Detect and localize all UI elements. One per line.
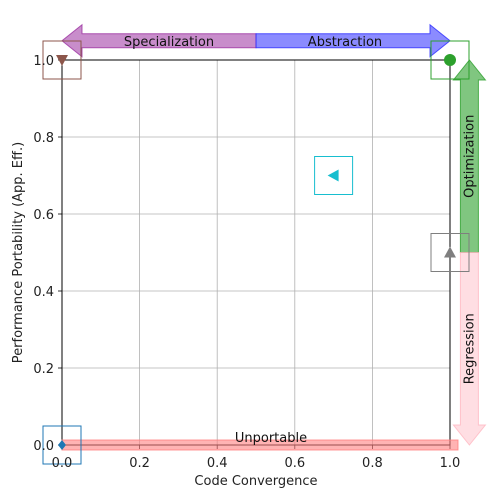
x-tick-label: 0.0 <box>52 456 73 471</box>
data-point-triangle-up <box>444 246 456 258</box>
x-tick-label: 0.6 <box>284 456 305 471</box>
arrow-optimization-shape <box>452 59 487 253</box>
arrow-unportable-label: Unportable <box>235 431 307 446</box>
x-tick-label: 0.4 <box>207 456 228 471</box>
plot-border <box>61 59 451 446</box>
arrow-optimization: Optimization <box>452 59 487 253</box>
data-point-triangle-down <box>56 55 68 66</box>
x-axis-label: Code Convergence <box>194 474 317 489</box>
arrow-regression-label: Regression <box>462 313 477 384</box>
arrow-abstraction-label: Abstraction <box>308 35 382 50</box>
x-tick-label: 0.2 <box>129 456 150 471</box>
y-axis-label: Performance Portability (App. Eff.) <box>11 142 26 363</box>
highlight-box <box>42 425 82 465</box>
arrow-regression-shape <box>452 252 487 446</box>
y-tick-label: 0.0 <box>33 439 54 454</box>
arrow-specialization-shape <box>61 23 257 58</box>
highlight-box-layer <box>42 40 470 465</box>
annotation-layer: Specialization Abstraction Optimization Reg… <box>61 23 487 451</box>
x-tick-label: 0.8 <box>362 456 383 471</box>
arrow-abstraction-shape <box>255 23 451 58</box>
y-tick-label: 0.8 <box>33 131 54 146</box>
y-tick-label: 0.4 <box>33 285 54 300</box>
arrow-optimization-label: Optimization <box>462 115 477 198</box>
arrow-abstraction: Abstraction <box>255 23 451 58</box>
data-point-layer <box>56 54 456 450</box>
y-tick-label: 1.0 <box>33 54 54 69</box>
highlight-box <box>430 233 470 272</box>
grid-layer <box>61 59 451 446</box>
highlight-box <box>430 40 470 80</box>
data-point-circle <box>444 54 456 66</box>
arrow-specialization-label: Specialization <box>124 35 214 50</box>
highlight-box <box>42 40 82 80</box>
axes-frame <box>58 59 451 449</box>
arrow-specialization: Specialization <box>61 23 257 58</box>
arrow-unportable: Unportable <box>61 431 459 451</box>
data-point-triangle-left <box>327 169 339 182</box>
tick-label-layer: 0.0 0.2 0.4 0.6 0.8 1.0 0.0 0.2 0.4 0.6 0.8 1.0 <box>33 54 460 471</box>
highlight-box <box>314 156 354 195</box>
y-tick-label: 0.6 <box>33 208 54 223</box>
data-point-diamond <box>58 440 66 450</box>
arrow-regression: Regression <box>452 252 487 446</box>
x-tick-label: 1.0 <box>440 456 461 471</box>
y-tick-label: 0.2 <box>33 362 54 377</box>
